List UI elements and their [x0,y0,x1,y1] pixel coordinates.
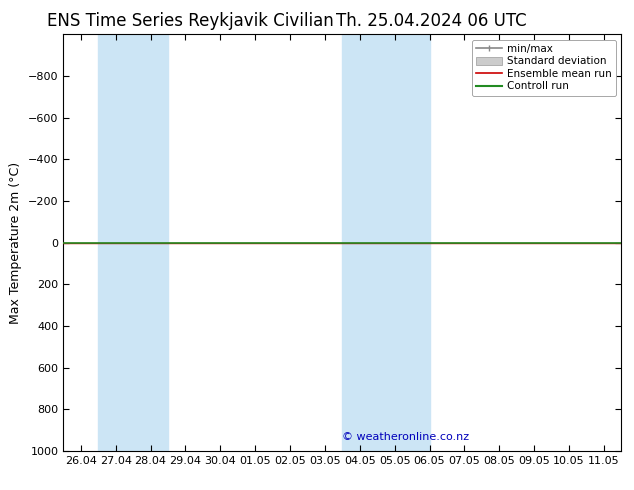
Legend: min/max, Standard deviation, Ensemble mean run, Controll run: min/max, Standard deviation, Ensemble me… [472,40,616,96]
Text: Th. 25.04.2024 06 UTC: Th. 25.04.2024 06 UTC [336,12,526,30]
Bar [342,34,430,451]
Bar [98,34,168,451]
Text: © weatheronline.co.nz: © weatheronline.co.nz [342,433,470,442]
Y-axis label: Max Temperature 2m (°C): Max Temperature 2m (°C) [10,162,22,323]
Text: ENS Time Series Reykjavik Civilian: ENS Time Series Reykjavik Civilian [47,12,333,30]
